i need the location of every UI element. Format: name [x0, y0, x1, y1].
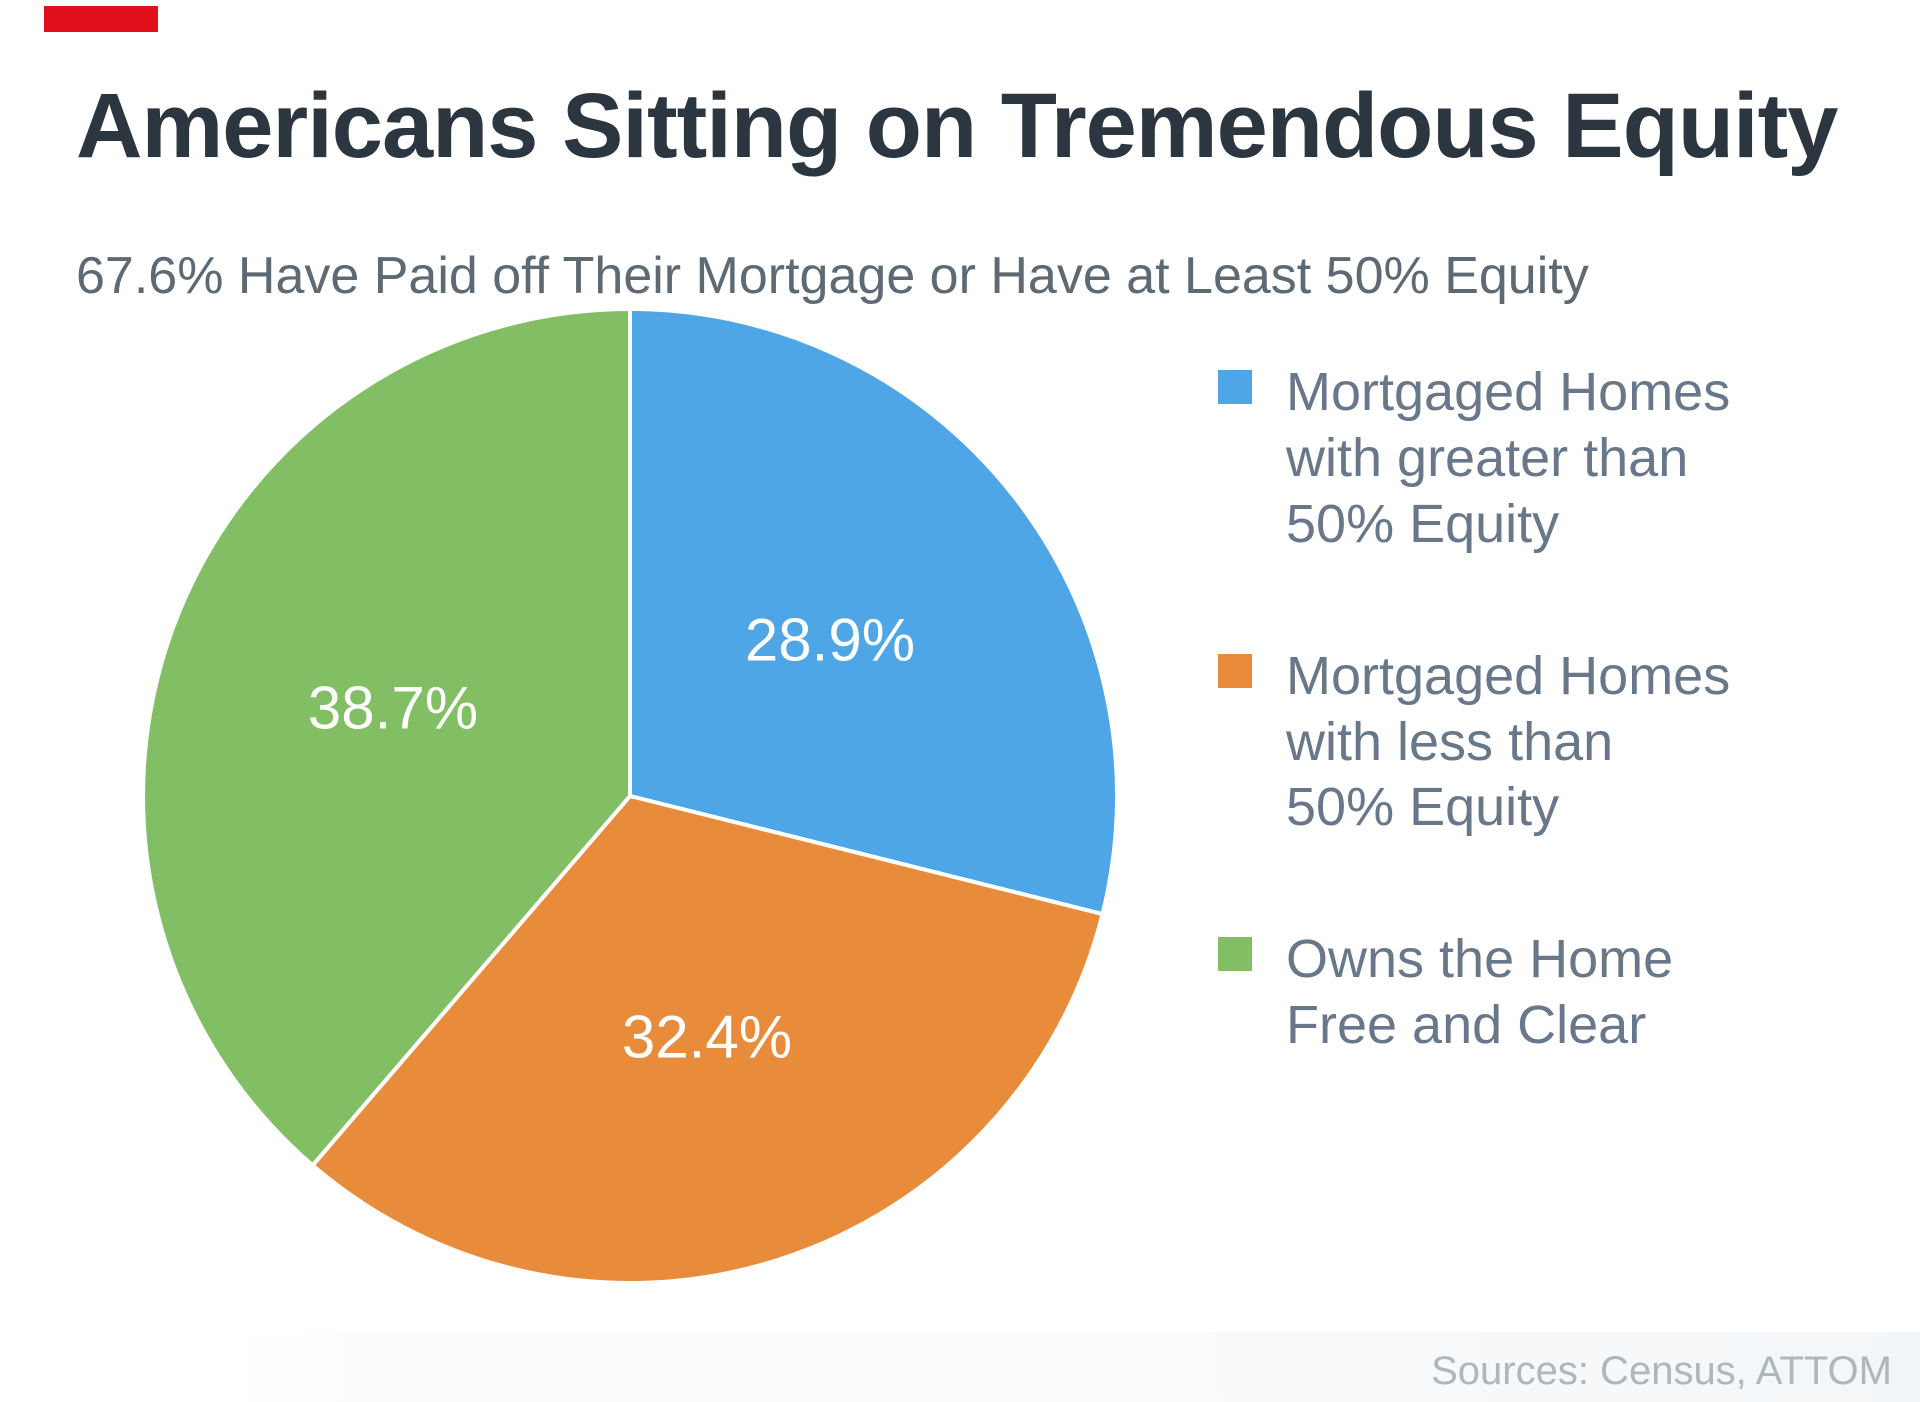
pie-slice	[141, 307, 632, 1168]
legend-item: Mortgaged Homes with greater than 50% Equi…	[1218, 360, 1858, 558]
source-attribution: Sources: Census, ATTOM	[1431, 1349, 1892, 1393]
legend-label-line: Mortgaged Homes	[1286, 645, 1731, 706]
pie-chart: 28.9% 32.4% 38.7%	[141, 307, 1119, 1285]
pie-slice	[628, 307, 1119, 917]
red-accent-bar	[44, 6, 158, 32]
legend-label-line: 50% Equity	[1286, 493, 1560, 554]
header: Americans Sitting on Tremendous Equity 6…	[76, 75, 1876, 307]
legend-swatch-icon	[1218, 937, 1252, 972]
chart-subtitle: 67.6% Have Paid off Their Mortgage or Ha…	[76, 247, 1589, 306]
slice-value-label: 38.7%	[308, 675, 478, 742]
slice-value-label: 32.4%	[622, 1004, 792, 1071]
legend-label-line: Mortgaged Homes	[1286, 362, 1731, 422]
legend-label-line: with less than	[1286, 711, 1614, 772]
legend-label: Mortgaged Homes with less than 50% Equity	[1286, 644, 1730, 842]
pie-chart-container: 28.9% 32.4% 38.7%	[135, 301, 1125, 1291]
legend-swatch-icon	[1218, 653, 1252, 688]
legend-label-line: 50% Equity	[1286, 777, 1560, 838]
legend: Mortgaged Homes with greater than 50% Equi…	[1218, 360, 1858, 1145]
slice-value-label: 28.9%	[745, 607, 915, 674]
legend-label-line: Owns the Home	[1286, 929, 1674, 990]
footer-band	[0, 1332, 1920, 1402]
legend-item: Mortgaged Homes with less than 50% Equity	[1218, 644, 1858, 842]
legend-label: Mortgaged Homes with greater than 50% Equi…	[1286, 360, 1730, 558]
chart-title: Americans Sitting on Tremendous Equity	[76, 75, 1838, 177]
legend-label: Owns the Home Free and Clear	[1286, 927, 1673, 1059]
pie-slice	[310, 794, 1105, 1285]
legend-swatch-icon	[1218, 370, 1252, 404]
legend-label-line: Free and Clear	[1286, 995, 1647, 1056]
legend-item: Owns the Home Free and Clear	[1218, 927, 1858, 1059]
legend-label-line: with greater than	[1286, 427, 1689, 488]
